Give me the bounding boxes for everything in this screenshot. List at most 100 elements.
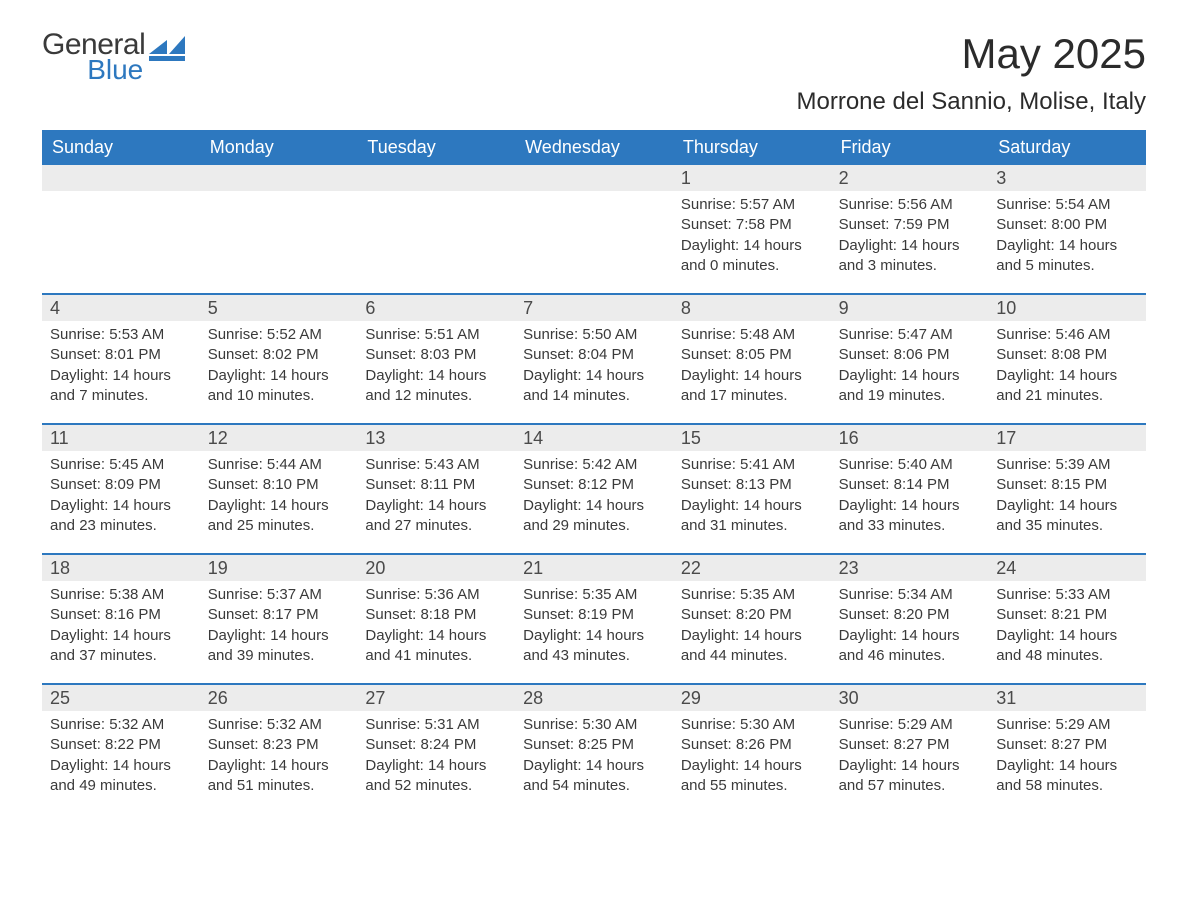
daylight-line: Daylight: 14 hours and 54 minutes. — [523, 756, 665, 797]
day-body: Sunrise: 5:53 AMSunset: 8:01 PMDaylight:… — [42, 321, 200, 412]
sunrise-line: Sunrise: 5:32 AM — [50, 715, 192, 735]
daylight-line: Daylight: 14 hours and 33 minutes. — [839, 496, 981, 537]
day-number: 20 — [357, 555, 515, 581]
day-cell: 10Sunrise: 5:46 AMSunset: 8:08 PMDayligh… — [988, 295, 1146, 423]
day-body: Sunrise: 5:36 AMSunset: 8:18 PMDaylight:… — [357, 581, 515, 672]
sunset-line: Sunset: 8:27 PM — [996, 735, 1138, 755]
sunset-line: Sunset: 8:20 PM — [681, 605, 823, 625]
sunset-line: Sunset: 8:26 PM — [681, 735, 823, 755]
daylight-line: Daylight: 14 hours and 3 minutes. — [839, 236, 981, 277]
sunrise-line: Sunrise: 5:35 AM — [523, 585, 665, 605]
sunrise-line: Sunrise: 5:29 AM — [839, 715, 981, 735]
day-cell — [515, 165, 673, 293]
day-number: 28 — [515, 685, 673, 711]
day-cell: 16Sunrise: 5:40 AMSunset: 8:14 PMDayligh… — [831, 425, 989, 553]
day-number: 11 — [42, 425, 200, 451]
day-body: Sunrise: 5:46 AMSunset: 8:08 PMDaylight:… — [988, 321, 1146, 412]
sunset-line: Sunset: 8:19 PM — [523, 605, 665, 625]
sunset-line: Sunset: 8:17 PM — [208, 605, 350, 625]
day-body — [42, 191, 200, 201]
day-body: Sunrise: 5:52 AMSunset: 8:02 PMDaylight:… — [200, 321, 358, 412]
day-number: 29 — [673, 685, 831, 711]
daylight-line: Daylight: 14 hours and 7 minutes. — [50, 366, 192, 407]
sunrise-line: Sunrise: 5:42 AM — [523, 455, 665, 475]
sunrise-line: Sunrise: 5:35 AM — [681, 585, 823, 605]
day-cell: 28Sunrise: 5:30 AMSunset: 8:25 PMDayligh… — [515, 685, 673, 813]
weekday-header-row: SundayMondayTuesdayWednesdayThursdayFrid… — [42, 130, 1146, 165]
day-body: Sunrise: 5:38 AMSunset: 8:16 PMDaylight:… — [42, 581, 200, 672]
day-cell: 19Sunrise: 5:37 AMSunset: 8:17 PMDayligh… — [200, 555, 358, 683]
sunset-line: Sunset: 8:04 PM — [523, 345, 665, 365]
logo-text: General Blue — [42, 30, 145, 84]
sunset-line: Sunset: 8:03 PM — [365, 345, 507, 365]
weekday-header: Tuesday — [357, 130, 515, 165]
day-body: Sunrise: 5:35 AMSunset: 8:20 PMDaylight:… — [673, 581, 831, 672]
day-number — [515, 165, 673, 191]
daylight-line: Daylight: 14 hours and 31 minutes. — [681, 496, 823, 537]
day-number: 7 — [515, 295, 673, 321]
sunrise-line: Sunrise: 5:30 AM — [681, 715, 823, 735]
day-body: Sunrise: 5:57 AMSunset: 7:58 PMDaylight:… — [673, 191, 831, 282]
day-number: 8 — [673, 295, 831, 321]
sunset-line: Sunset: 8:09 PM — [50, 475, 192, 495]
daylight-line: Daylight: 14 hours and 49 minutes. — [50, 756, 192, 797]
week-row: 18Sunrise: 5:38 AMSunset: 8:16 PMDayligh… — [42, 553, 1146, 683]
sunrise-line: Sunrise: 5:43 AM — [365, 455, 507, 475]
sunset-line: Sunset: 8:12 PM — [523, 475, 665, 495]
sunrise-line: Sunrise: 5:48 AM — [681, 325, 823, 345]
daylight-line: Daylight: 14 hours and 39 minutes. — [208, 626, 350, 667]
day-body: Sunrise: 5:29 AMSunset: 8:27 PMDaylight:… — [831, 711, 989, 802]
daylight-line: Daylight: 14 hours and 55 minutes. — [681, 756, 823, 797]
daylight-line: Daylight: 14 hours and 12 minutes. — [365, 366, 507, 407]
sunrise-line: Sunrise: 5:29 AM — [996, 715, 1138, 735]
daylight-line: Daylight: 14 hours and 48 minutes. — [996, 626, 1138, 667]
day-number — [357, 165, 515, 191]
daylight-line: Daylight: 14 hours and 57 minutes. — [839, 756, 981, 797]
header: General Blue May 2025 Morrone del Sannio… — [42, 30, 1146, 116]
location: Morrone del Sannio, Molise, Italy — [797, 88, 1147, 116]
day-number: 25 — [42, 685, 200, 711]
day-number: 22 — [673, 555, 831, 581]
daylight-line: Daylight: 14 hours and 29 minutes. — [523, 496, 665, 537]
sunset-line: Sunset: 8:01 PM — [50, 345, 192, 365]
sunrise-line: Sunrise: 5:51 AM — [365, 325, 507, 345]
weekday-header: Thursday — [673, 130, 831, 165]
day-body: Sunrise: 5:31 AMSunset: 8:24 PMDaylight:… — [357, 711, 515, 802]
day-cell — [200, 165, 358, 293]
sunrise-line: Sunrise: 5:39 AM — [996, 455, 1138, 475]
sunset-line: Sunset: 8:14 PM — [839, 475, 981, 495]
sunrise-line: Sunrise: 5:37 AM — [208, 585, 350, 605]
day-body: Sunrise: 5:54 AMSunset: 8:00 PMDaylight:… — [988, 191, 1146, 282]
day-cell: 20Sunrise: 5:36 AMSunset: 8:18 PMDayligh… — [357, 555, 515, 683]
daylight-line: Daylight: 14 hours and 37 minutes. — [50, 626, 192, 667]
sunrise-line: Sunrise: 5:44 AM — [208, 455, 350, 475]
day-number: 21 — [515, 555, 673, 581]
day-body: Sunrise: 5:42 AMSunset: 8:12 PMDaylight:… — [515, 451, 673, 542]
sunrise-line: Sunrise: 5:50 AM — [523, 325, 665, 345]
daylight-line: Daylight: 14 hours and 35 minutes. — [996, 496, 1138, 537]
sunset-line: Sunset: 7:59 PM — [839, 215, 981, 235]
sunrise-line: Sunrise: 5:54 AM — [996, 195, 1138, 215]
sunrise-line: Sunrise: 5:38 AM — [50, 585, 192, 605]
sunset-line: Sunset: 8:15 PM — [996, 475, 1138, 495]
day-number: 18 — [42, 555, 200, 581]
day-body: Sunrise: 5:43 AMSunset: 8:11 PMDaylight:… — [357, 451, 515, 542]
day-number: 5 — [200, 295, 358, 321]
daylight-line: Daylight: 14 hours and 25 minutes. — [208, 496, 350, 537]
sunrise-line: Sunrise: 5:34 AM — [839, 585, 981, 605]
daylight-line: Daylight: 14 hours and 58 minutes. — [996, 756, 1138, 797]
day-body: Sunrise: 5:32 AMSunset: 8:22 PMDaylight:… — [42, 711, 200, 802]
day-body: Sunrise: 5:32 AMSunset: 8:23 PMDaylight:… — [200, 711, 358, 802]
sunset-line: Sunset: 8:08 PM — [996, 345, 1138, 365]
sunset-line: Sunset: 8:06 PM — [839, 345, 981, 365]
sunrise-line: Sunrise: 5:52 AM — [208, 325, 350, 345]
day-cell: 5Sunrise: 5:52 AMSunset: 8:02 PMDaylight… — [200, 295, 358, 423]
day-body: Sunrise: 5:41 AMSunset: 8:13 PMDaylight:… — [673, 451, 831, 542]
day-number: 30 — [831, 685, 989, 711]
day-cell: 24Sunrise: 5:33 AMSunset: 8:21 PMDayligh… — [988, 555, 1146, 683]
sunset-line: Sunset: 8:25 PM — [523, 735, 665, 755]
week-row: 4Sunrise: 5:53 AMSunset: 8:01 PMDaylight… — [42, 293, 1146, 423]
logo: General Blue — [42, 30, 187, 84]
day-number — [42, 165, 200, 191]
day-number: 24 — [988, 555, 1146, 581]
